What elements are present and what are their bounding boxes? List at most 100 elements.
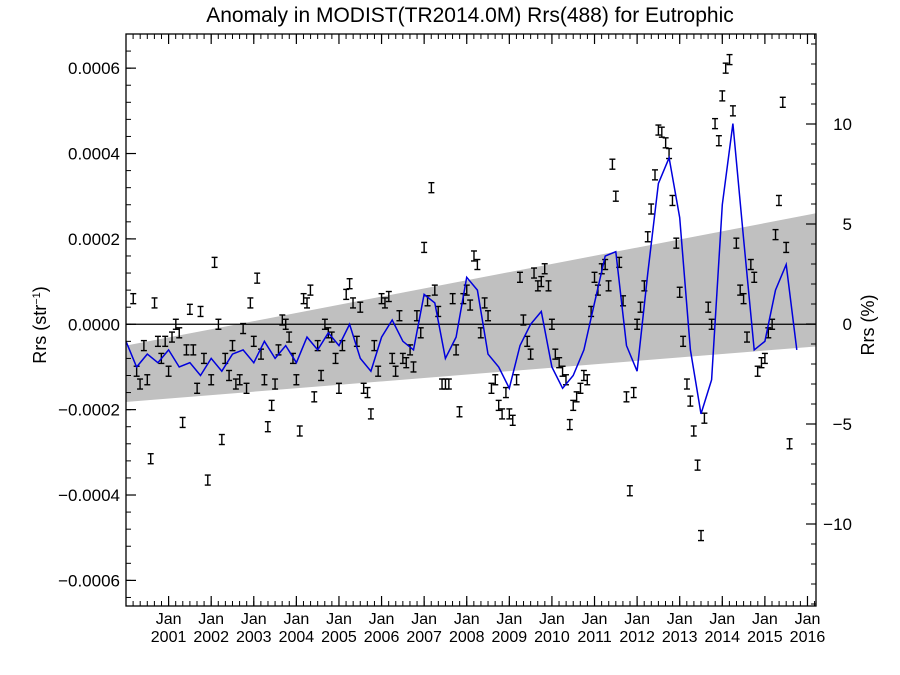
data-point [371, 339, 378, 352]
data-point [318, 369, 325, 382]
data-point [719, 90, 726, 102]
data-point [722, 62, 729, 74]
data-point [726, 53, 733, 66]
data-point [264, 421, 271, 433]
data-point [364, 386, 371, 399]
data-point [147, 453, 154, 465]
data-point [378, 292, 385, 305]
data-point [200, 352, 207, 365]
data-point [470, 250, 477, 262]
data-point [449, 292, 456, 305]
data-point [712, 117, 719, 130]
x-tick-month-label: Jan [752, 611, 778, 628]
data-point [737, 284, 744, 296]
data-point [286, 331, 293, 343]
data-point [428, 181, 435, 194]
y-right-tick-label: −5 [833, 415, 852, 434]
x-tick-month-label: Jan [283, 611, 309, 628]
data-point [754, 365, 761, 377]
data-point [162, 335, 169, 348]
data-point [169, 331, 175, 343]
data-point [580, 369, 587, 382]
data-point [687, 395, 694, 407]
data-point [556, 356, 563, 369]
data-point [552, 348, 559, 360]
data-point [705, 301, 712, 313]
y-right-tick-label: 5 [843, 215, 852, 234]
data-point [445, 378, 452, 390]
data-point [612, 190, 619, 202]
data-point [676, 286, 683, 298]
data-point [250, 335, 257, 348]
x-tick-year-label: 2008 [449, 629, 485, 646]
data-point [779, 96, 786, 108]
data-point [442, 378, 449, 390]
data-point [538, 275, 545, 288]
data-point [247, 297, 254, 309]
y-axis-left-label: Rrs (str−1) [30, 286, 50, 364]
data-point [343, 288, 350, 301]
data-point [165, 365, 172, 377]
chart-title: Anomaly in MODIST(TR2014.0M) Rrs(488) fo… [206, 4, 734, 27]
data-point [559, 365, 566, 377]
x-tick-month-label: Jan [156, 611, 182, 628]
data-point [215, 318, 222, 330]
x-tick-year-label: 2012 [619, 629, 655, 646]
data-point [485, 310, 492, 322]
data-point [282, 318, 289, 330]
data-point [226, 369, 233, 382]
data-point [421, 241, 428, 254]
data-point [293, 374, 300, 386]
data-point [154, 335, 161, 348]
y-right-tick-label: 10 [833, 115, 852, 134]
x-tick-month-label: Jan [241, 611, 267, 628]
data-point [300, 292, 307, 305]
data-point [350, 297, 357, 309]
data-point [634, 318, 641, 330]
data-point [662, 137, 669, 149]
data-point [179, 416, 186, 429]
data-point [144, 374, 151, 386]
data-point [208, 374, 215, 386]
data-point [431, 284, 438, 296]
data-point [190, 344, 197, 356]
data-point [360, 382, 367, 394]
data-point [229, 339, 236, 352]
data-point [570, 399, 577, 412]
data-point [502, 386, 509, 399]
x-tick-year-label: 2006 [364, 629, 400, 646]
data-point [307, 284, 314, 296]
data-point [232, 378, 239, 390]
data-point [573, 391, 580, 403]
trend-band [126, 213, 816, 402]
data-point [279, 314, 286, 326]
data-point [683, 378, 690, 390]
x-tick-year-label: 2004 [279, 629, 315, 646]
data-point [389, 352, 396, 365]
data-point [176, 327, 183, 339]
data-point [786, 438, 793, 450]
x-tick-month-label: Jan [795, 611, 821, 628]
data-point [694, 459, 701, 471]
data-point [194, 382, 201, 394]
data-point [243, 382, 250, 394]
data-point [392, 365, 399, 377]
data-point [268, 399, 275, 412]
data-point [761, 352, 768, 365]
data-point [183, 344, 190, 356]
data-point [531, 267, 538, 279]
data-point [623, 391, 630, 403]
x-tick-year-label: 2011 [577, 629, 612, 646]
data-point [477, 327, 484, 339]
data-point [474, 258, 481, 271]
data-point [669, 194, 676, 207]
data-point [240, 322, 247, 335]
data-point [655, 124, 662, 136]
x-tick-month-label: Jan [582, 611, 608, 628]
data-point [509, 414, 516, 427]
x-tick-year-label: 2002 [193, 629, 229, 646]
data-point [332, 352, 339, 365]
x-tick-month-label: Jan [369, 611, 395, 628]
data-point [499, 408, 506, 420]
x-tick-month-label: Jan [198, 611, 224, 628]
